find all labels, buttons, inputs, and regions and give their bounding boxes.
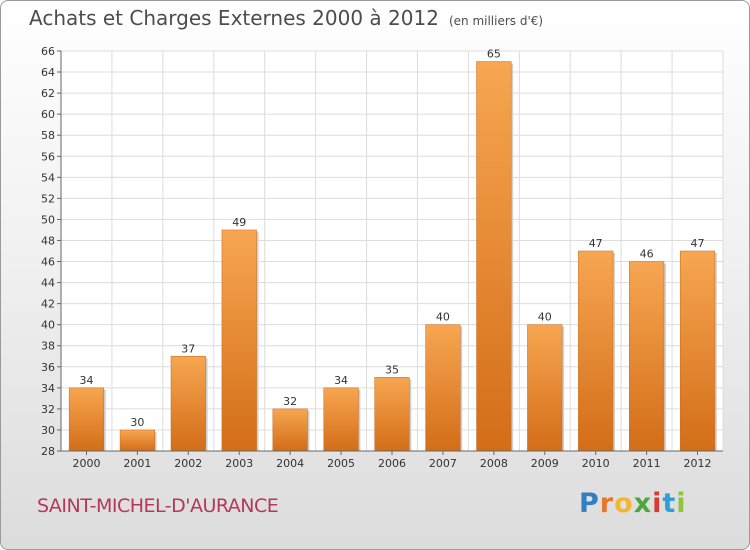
y-tick-label: 56 xyxy=(41,150,55,163)
bar-value-label: 37 xyxy=(181,342,195,355)
x-tick-label: 2007 xyxy=(429,457,457,470)
x-tick-label: 2001 xyxy=(123,457,151,470)
y-tick-label: 30 xyxy=(41,424,55,437)
x-tick-label: 2005 xyxy=(327,457,355,470)
bar-value-label: 34 xyxy=(334,374,348,387)
bar xyxy=(578,250,614,452)
y-tick-label: 52 xyxy=(41,192,55,205)
bar xyxy=(629,261,665,452)
bar xyxy=(221,229,257,452)
logo-letter: i xyxy=(652,488,663,519)
y-tick-label: 62 xyxy=(41,87,55,100)
bar xyxy=(374,377,410,452)
chart-subtitle: (en milliers d'€) xyxy=(448,14,544,28)
logo-letter: t xyxy=(662,488,677,519)
bar xyxy=(170,356,206,452)
y-tick-label: 54 xyxy=(41,171,55,184)
proxiti-logo: Proxiti xyxy=(579,488,687,519)
x-tick-label: 2000 xyxy=(72,457,100,470)
y-tick-label: 44 xyxy=(41,277,55,290)
y-tick-label: 32 xyxy=(41,403,55,416)
y-tick-label: 36 xyxy=(41,361,55,374)
logo-letter: P xyxy=(579,488,600,519)
bar-value-label: 34 xyxy=(79,374,93,387)
bar-value-label: 46 xyxy=(640,248,654,261)
bar xyxy=(272,408,308,452)
bar-value-label: 35 xyxy=(385,363,399,376)
x-tick-label: 2008 xyxy=(480,457,508,470)
chart-title-text: Achats et Charges Externes 2000 à 2012 xyxy=(29,6,439,30)
logo-letter: o xyxy=(614,488,634,519)
logo-letter: r xyxy=(599,488,615,519)
bar-value-label: 49 xyxy=(232,216,246,229)
logo-letter: i xyxy=(676,488,687,519)
bar-value-label: 40 xyxy=(538,311,552,324)
bar-value-label: 47 xyxy=(691,237,705,250)
y-tick-label: 34 xyxy=(41,382,55,395)
bar-value-label: 65 xyxy=(487,48,501,61)
y-tick-label: 60 xyxy=(41,108,55,121)
y-tick-label: 48 xyxy=(41,234,55,247)
y-tick-label: 66 xyxy=(41,45,55,58)
logo-letter: x xyxy=(633,488,653,519)
y-tick-label: 38 xyxy=(41,340,55,353)
commune-name: SAINT-MICHEL-D'AURANCE xyxy=(37,495,279,517)
bar xyxy=(425,324,461,452)
x-tick-label: 2011 xyxy=(633,457,661,470)
bar-value-label: 40 xyxy=(436,311,450,324)
chart-title: Achats et Charges Externes 2000 à 2012 (e… xyxy=(29,6,543,30)
y-tick-label: 42 xyxy=(41,298,55,311)
axes: 28 30 32 34 36 38 40 42 44 46 48 50 52 54 56 58 60 62 64 66… xyxy=(41,45,723,470)
y-tick-label: 64 xyxy=(41,66,55,79)
bar xyxy=(527,324,563,452)
x-tick-label: 2006 xyxy=(378,457,406,470)
bar xyxy=(323,387,359,452)
y-tick-label: 46 xyxy=(41,256,55,269)
bar-value-label: 47 xyxy=(589,237,603,250)
bar xyxy=(679,250,716,452)
y-tick-label: 58 xyxy=(41,129,55,142)
y-tick-label: 28 xyxy=(41,445,55,458)
bar-value-label: 30 xyxy=(130,416,144,429)
x-tick-label: 2003 xyxy=(225,457,253,470)
y-tick-label: 50 xyxy=(41,213,55,226)
x-tick-label: 2010 xyxy=(582,457,610,470)
x-tick-label: 2004 xyxy=(276,457,304,470)
x-tick-label: 2002 xyxy=(174,457,202,470)
x-tick-label: 2009 xyxy=(531,457,559,470)
y-tick-label: 40 xyxy=(41,319,55,332)
bar-value-label: 32 xyxy=(283,395,297,408)
x-tick-label: 2012 xyxy=(684,457,712,470)
bars: 34 30 37 49 32 34 35 40 65 40 47 46 47 xyxy=(68,48,717,452)
bar xyxy=(119,429,155,452)
bar xyxy=(68,387,105,452)
bar xyxy=(476,61,512,452)
